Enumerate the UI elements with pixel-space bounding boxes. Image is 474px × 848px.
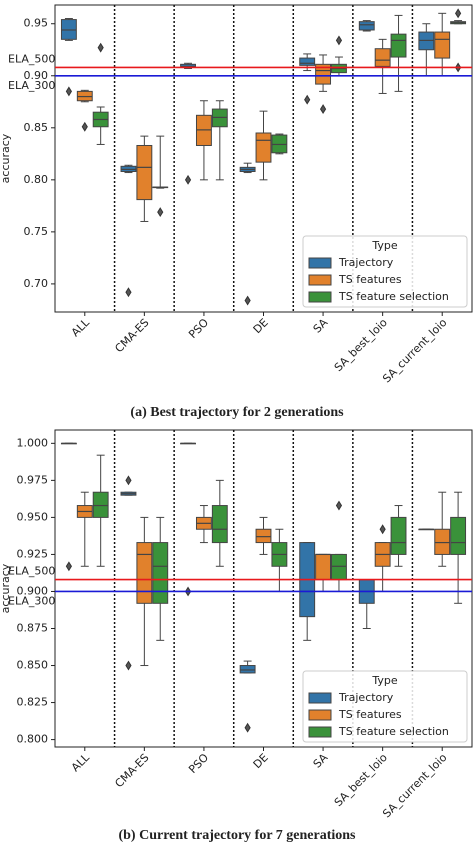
- flier: [65, 561, 72, 572]
- reference-label: ELA_300: [8, 594, 55, 607]
- y-axis-label: accuracy: [0, 133, 12, 183]
- x-tick-label: SA_current_loio: [380, 751, 449, 820]
- box: [239, 665, 256, 674]
- legend-swatch: [308, 709, 332, 721]
- flier: [157, 207, 164, 218]
- box: [299, 57, 316, 66]
- box: [390, 516, 407, 555]
- y-tick-label: 0.85: [24, 121, 49, 134]
- y-tick-label: 1.000: [17, 436, 49, 449]
- box: [255, 528, 272, 544]
- box: [390, 33, 407, 58]
- flier: [455, 8, 462, 19]
- box: [315, 553, 332, 581]
- caption: (b) Current trajectory for 7 generations: [118, 828, 356, 843]
- legend-label: TS feature selection: [338, 290, 449, 303]
- box: [315, 63, 332, 85]
- box: [450, 516, 467, 555]
- legend-title: Type: [371, 239, 397, 252]
- y-tick-label: 0.800: [17, 733, 49, 746]
- y-tick-label: 0.75: [24, 225, 49, 238]
- x-tick-label: DE: [251, 751, 271, 771]
- reference-label: ELA_300: [8, 79, 55, 92]
- reference-label: ELA_500: [8, 565, 55, 578]
- legend-box: [302, 235, 468, 308]
- flier: [335, 500, 343, 511]
- flier: [244, 295, 251, 306]
- box: [92, 491, 109, 518]
- box: [434, 31, 451, 59]
- box: [434, 528, 451, 555]
- y-tick-label: 0.70: [24, 277, 49, 290]
- y-tick-label: 0.95: [24, 17, 49, 30]
- y-tick-label: 0.80: [24, 173, 49, 186]
- x-tick-label: SA_best_loio: [332, 751, 390, 809]
- x-tick-label: PSO: [186, 751, 211, 776]
- box: [211, 505, 228, 544]
- box: [331, 553, 347, 581]
- y-tick-label: 0.850: [17, 659, 49, 672]
- flier: [81, 121, 88, 132]
- x-tick-label: ALL: [69, 315, 93, 339]
- legend-swatch: [308, 692, 332, 704]
- legend-swatch: [308, 726, 332, 738]
- flier: [244, 722, 251, 733]
- legend-swatch: [308, 291, 332, 303]
- flier: [184, 174, 192, 185]
- box: [136, 144, 153, 201]
- reference-label: ELA_500: [8, 52, 55, 65]
- y-tick-label: 0.900: [17, 584, 49, 597]
- legend-label: TS features: [338, 273, 402, 286]
- box: [152, 542, 169, 604]
- legend-swatch: [308, 257, 332, 269]
- legend-label: Trajectory: [338, 691, 394, 704]
- box: [136, 542, 153, 604]
- flier: [125, 475, 132, 486]
- x-tick-label: CMA-ES: [112, 751, 151, 790]
- flier: [97, 42, 104, 53]
- y-tick-label: 0.925: [17, 547, 49, 560]
- box: [374, 48, 391, 67]
- x-tick-label: SA_best_loio: [332, 316, 390, 374]
- flier: [125, 660, 132, 671]
- y-axis-label: accuracy: [0, 563, 12, 613]
- flier: [125, 287, 132, 298]
- box: [358, 21, 375, 31]
- legend-label: Trajectory: [338, 256, 394, 269]
- legend-box: [302, 670, 468, 743]
- flier: [379, 524, 386, 535]
- x-tick-label: SA: [311, 316, 331, 336]
- y-tick-label: 0.825: [17, 696, 49, 709]
- x-tick-label: SA: [311, 751, 331, 771]
- x-tick-label: ALL: [69, 750, 93, 774]
- x-tick-label: SA_current_loio: [380, 316, 449, 385]
- flier: [319, 104, 327, 115]
- caption: (a) Best trajectory for 2 generations: [130, 405, 344, 420]
- x-tick-label: PSO: [186, 316, 211, 341]
- legend-label: TS feature selection: [338, 725, 449, 738]
- legend-swatch: [308, 274, 332, 286]
- box: [255, 132, 272, 163]
- x-tick-label: DE: [251, 316, 271, 336]
- y-tick-label: 0.875: [17, 621, 49, 634]
- legend-title: Type: [371, 674, 397, 687]
- flier: [65, 86, 72, 97]
- y-tick-label: 0.950: [17, 510, 49, 523]
- y-tick-label: 0.90: [24, 69, 49, 82]
- y-tick-label: 0.975: [17, 473, 49, 486]
- legend-label: TS features: [338, 708, 402, 721]
- flier: [335, 35, 343, 46]
- flier: [304, 94, 311, 105]
- x-tick-label: CMA-ES: [112, 316, 151, 355]
